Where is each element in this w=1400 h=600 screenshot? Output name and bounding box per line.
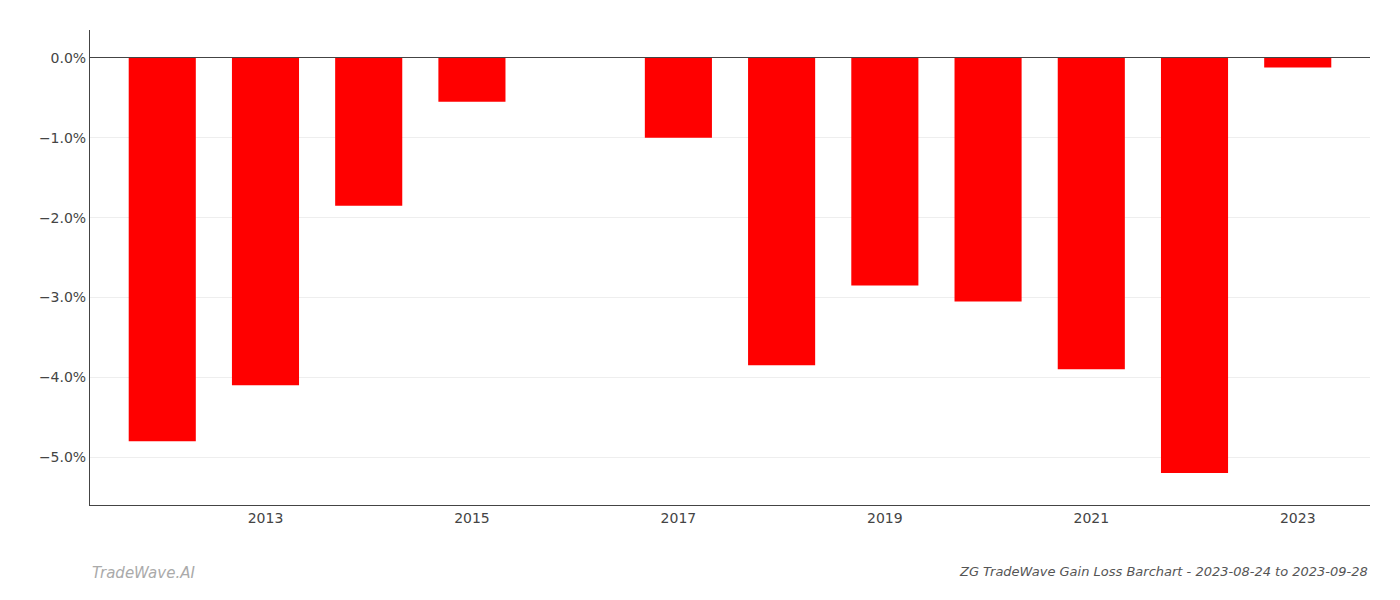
svg-text:−1.0%: −1.0% — [39, 130, 86, 146]
svg-text:2019: 2019 — [867, 510, 903, 526]
svg-text:2015: 2015 — [454, 510, 490, 526]
svg-text:2021: 2021 — [1073, 510, 1109, 526]
svg-text:−3.0%: −3.0% — [39, 289, 86, 305]
svg-text:ZG TradeWave Gain Loss Barchar: ZG TradeWave Gain Loss Barchart - 2023-0… — [959, 564, 1368, 579]
svg-text:2013: 2013 — [248, 510, 284, 526]
svg-text:0.0%: 0.0% — [51, 50, 87, 66]
svg-text:2017: 2017 — [661, 510, 697, 526]
svg-text:2023: 2023 — [1280, 510, 1316, 526]
svg-text:−4.0%: −4.0% — [39, 369, 86, 385]
svg-text:−2.0%: −2.0% — [39, 210, 86, 226]
svg-text:−5.0%: −5.0% — [39, 449, 86, 465]
svg-text:TradeWave.AI: TradeWave.AI — [92, 564, 195, 582]
